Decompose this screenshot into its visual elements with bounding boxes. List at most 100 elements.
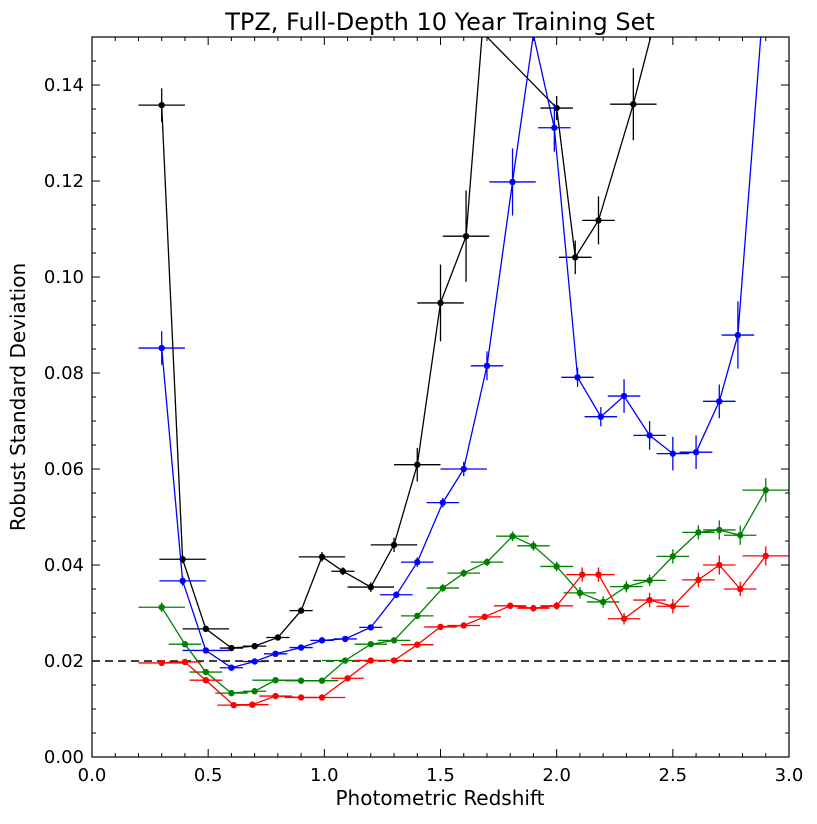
data-point	[553, 602, 560, 609]
data-point	[297, 677, 305, 684]
data-point	[202, 668, 210, 676]
data-point	[339, 568, 347, 575]
data-point	[630, 101, 637, 108]
data-point	[230, 701, 237, 709]
data-point	[734, 331, 742, 339]
data-point	[318, 694, 326, 701]
data-point	[481, 613, 488, 621]
data-point	[762, 552, 769, 560]
data-point	[228, 644, 235, 652]
data-point	[460, 622, 467, 629]
data-point	[620, 392, 628, 400]
data-point	[530, 605, 537, 612]
data-point	[695, 529, 702, 536]
data-point	[716, 561, 723, 569]
data-point	[251, 658, 258, 665]
x-tick-label: 2.0	[542, 765, 571, 786]
data-point	[595, 217, 602, 224]
data-point	[623, 583, 630, 590]
data-point	[181, 641, 189, 648]
data-point	[646, 577, 653, 584]
data-point	[530, 542, 537, 549]
data-point	[620, 615, 628, 622]
data-point	[460, 465, 467, 473]
data-point	[390, 657, 398, 664]
data-point	[158, 604, 165, 611]
x-tick-label: 1.5	[426, 765, 455, 786]
y-tick-label: 0.10	[44, 267, 84, 288]
data-point	[272, 692, 279, 700]
data-point	[367, 641, 374, 648]
y-tick-label: 0.06	[44, 459, 84, 480]
data-point	[737, 532, 744, 539]
data-point	[439, 584, 447, 592]
data-point	[716, 398, 723, 405]
data-point	[509, 533, 516, 540]
data-point	[228, 664, 235, 671]
plot-area: 0.0 0.5 1.0 1.5 2.0 2.5 3.0 0.00 0.02 0.04 0.06 0.0…	[44, 36, 804, 786]
data-layer	[92, 37, 789, 709]
data-point	[572, 254, 579, 261]
data-point	[414, 641, 421, 648]
y-axis-label: Robust Standard Deviation	[6, 263, 30, 531]
data-point	[158, 659, 165, 667]
series-1	[138, 37, 762, 671]
data-point	[367, 583, 374, 591]
x-tick-label: 3.0	[775, 765, 804, 786]
y-tick-label: 0.00	[44, 747, 84, 768]
data-point	[202, 647, 210, 654]
data-point	[318, 553, 326, 561]
y-tick-label: 0.14	[44, 75, 84, 96]
data-point	[251, 642, 258, 650]
data-point	[272, 677, 279, 684]
data-point	[483, 362, 491, 369]
data-point	[390, 541, 398, 549]
data-point	[251, 688, 258, 695]
data-point	[318, 677, 326, 684]
y-tick-label: 0.12	[44, 171, 84, 192]
data-point	[646, 596, 653, 604]
data-point	[181, 658, 189, 666]
data-point	[393, 591, 400, 598]
data-point	[483, 558, 491, 566]
data-point	[716, 526, 723, 534]
data-point	[342, 657, 349, 664]
data-point	[553, 104, 560, 112]
chart-title: TPZ, Full-Depth 10 Year Training Set	[224, 8, 655, 36]
y-tick-label: 0.04	[44, 555, 84, 576]
data-point	[202, 677, 210, 684]
data-point	[158, 344, 165, 352]
x-tick-label: 2.5	[659, 765, 688, 786]
data-point	[695, 576, 702, 584]
data-point	[599, 598, 607, 606]
data-point	[669, 450, 677, 457]
data-point	[158, 101, 165, 109]
data-point	[318, 637, 326, 644]
data-point	[551, 124, 558, 131]
y-tick-label: 0.08	[44, 363, 84, 384]
x-tick-label: 0.0	[78, 765, 107, 786]
data-point	[367, 657, 374, 664]
data-point	[737, 585, 744, 593]
data-point	[669, 603, 677, 610]
data-point	[692, 449, 700, 456]
data-point	[597, 413, 605, 420]
data-point	[574, 374, 581, 381]
series-2	[138, 478, 789, 697]
x-tick-label: 0.5	[194, 765, 223, 786]
data-point	[228, 689, 235, 697]
data-point	[414, 612, 421, 620]
data-point	[272, 650, 279, 657]
data-point	[460, 569, 467, 577]
data-point	[553, 563, 560, 570]
data-point	[249, 701, 256, 708]
data-point	[414, 558, 421, 566]
data-point	[437, 299, 444, 307]
data-point	[509, 178, 516, 186]
y-tick-label: 0.02	[44, 651, 84, 672]
data-point	[297, 607, 305, 614]
data-point	[437, 623, 444, 631]
